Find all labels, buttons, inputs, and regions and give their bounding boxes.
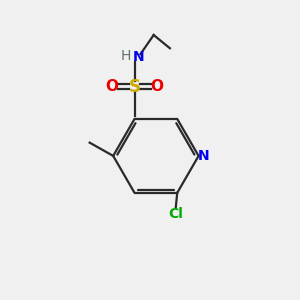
Text: H: H [121, 49, 131, 63]
Text: O: O [106, 79, 119, 94]
Text: Cl: Cl [168, 207, 183, 221]
Text: N: N [132, 50, 144, 64]
Text: O: O [150, 79, 164, 94]
Text: S: S [128, 77, 140, 95]
Text: N: N [198, 149, 210, 163]
